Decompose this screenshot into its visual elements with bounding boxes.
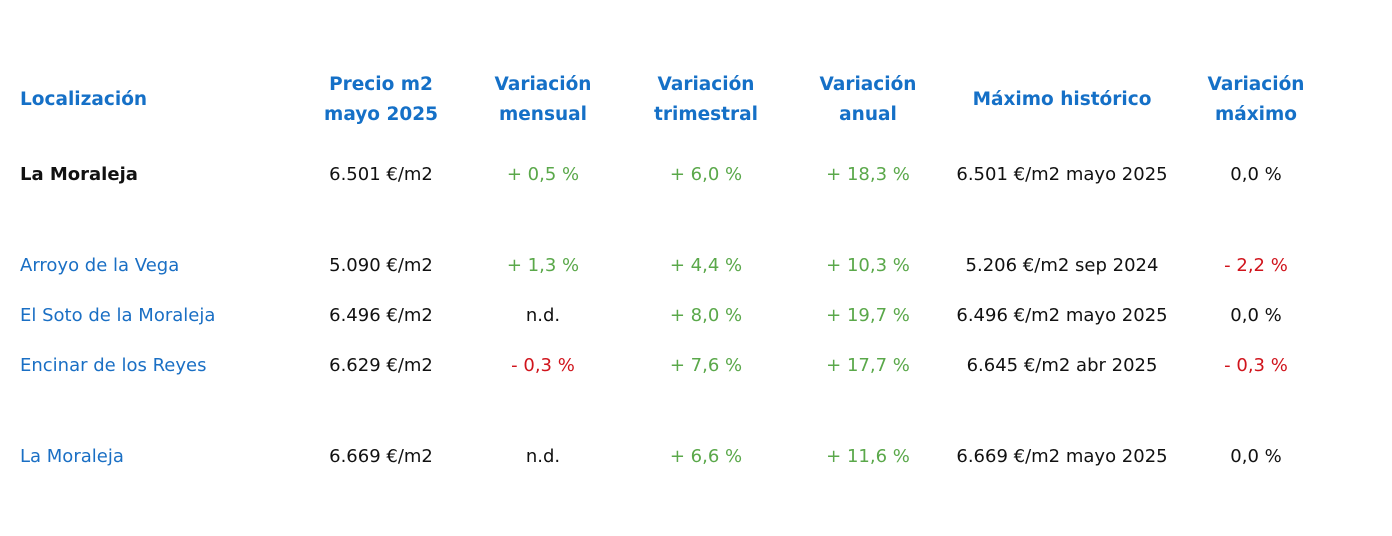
- row-0-var-max: 0,0 %: [1230, 164, 1282, 185]
- header-price-line1: Precio m2: [329, 74, 433, 95]
- header-price: Precio m2 mayo 2025: [324, 70, 438, 130]
- row-3-monthly: - 0,3 %: [511, 355, 575, 376]
- row-4-annual: + 11,6 %: [826, 446, 910, 467]
- row-4-max-hist: 6.669 €/m2 mayo 2025: [956, 446, 1168, 467]
- row-2-var-max: 0,0 %: [1230, 305, 1282, 326]
- row-1-var-max: - 2,2 %: [1224, 255, 1288, 276]
- header-var-max-line2: máximo: [1214, 104, 1298, 125]
- row-2-monthly: n.d.: [525, 305, 561, 326]
- row-0-max-hist: 6.501 €/m2 mayo 2025: [956, 164, 1168, 185]
- row-3-location[interactable]: Encinar de los Reyes: [20, 355, 207, 376]
- header-price-line2: mayo 2025: [324, 104, 438, 125]
- row-4-quarterly: + 6,6 %: [669, 446, 743, 467]
- row-3-price: 6.629 €/m2: [329, 355, 433, 376]
- header-annual: Variación anual: [820, 70, 917, 130]
- header-quarterly-line1: Variación: [657, 74, 755, 95]
- row-4-monthly: n.d.: [525, 446, 561, 467]
- row-1-annual: + 10,3 %: [826, 255, 910, 276]
- row-1-location[interactable]: Arroyo de la Vega: [20, 255, 180, 276]
- row-3-annual: + 17,7 %: [826, 355, 910, 376]
- row-1-monthly: + 1,3 %: [506, 255, 580, 276]
- row-1-price: 5.090 €/m2: [329, 255, 433, 276]
- row-2-quarterly: + 8,0 %: [669, 305, 743, 326]
- header-max-hist: Máximo histórico: [973, 85, 1152, 115]
- row-0-location: La Moraleja: [20, 164, 138, 185]
- header-annual-line1: Variación: [819, 74, 917, 95]
- header-monthly: Variación mensual: [495, 70, 592, 130]
- row-1-quarterly: + 4,4 %: [669, 255, 743, 276]
- row-3-quarterly: + 7,6 %: [669, 355, 743, 376]
- header-quarterly-line2: trimestral: [654, 104, 758, 125]
- header-var-max: Variación máximo: [1208, 70, 1305, 130]
- row-4-location[interactable]: La Moraleja: [20, 446, 124, 467]
- header-monthly-line1: Variación: [494, 74, 592, 95]
- header-max-hist-label: Máximo histórico: [972, 89, 1152, 110]
- row-2-location[interactable]: El Soto de la Moraleja: [20, 305, 216, 326]
- row-2-price: 6.496 €/m2: [329, 305, 433, 326]
- row-0-quarterly: + 6,0 %: [669, 164, 743, 185]
- header-quarterly: Variación trimestral: [654, 70, 758, 130]
- header-var-max-line1: Variación: [1207, 74, 1305, 95]
- row-1-max-hist: 5.206 €/m2 sep 2024: [965, 255, 1159, 276]
- header-monthly-line2: mensual: [498, 104, 587, 125]
- row-0-price: 6.501 €/m2: [329, 164, 433, 185]
- row-2-annual: + 19,7 %: [826, 305, 910, 326]
- row-0-monthly: + 0,5 %: [506, 164, 580, 185]
- row-3-max-hist: 6.645 €/m2 abr 2025: [966, 355, 1158, 376]
- row-4-var-max: 0,0 %: [1230, 446, 1282, 467]
- row-0-annual: + 18,3 %: [826, 164, 910, 185]
- row-3-var-max: - 0,3 %: [1224, 355, 1288, 376]
- header-annual-line2: anual: [839, 104, 897, 125]
- header-location-label: Localización: [20, 89, 148, 110]
- row-4-price: 6.669 €/m2: [329, 446, 433, 467]
- row-2-max-hist: 6.496 €/m2 mayo 2025: [956, 305, 1168, 326]
- header-location: Localización: [20, 85, 147, 115]
